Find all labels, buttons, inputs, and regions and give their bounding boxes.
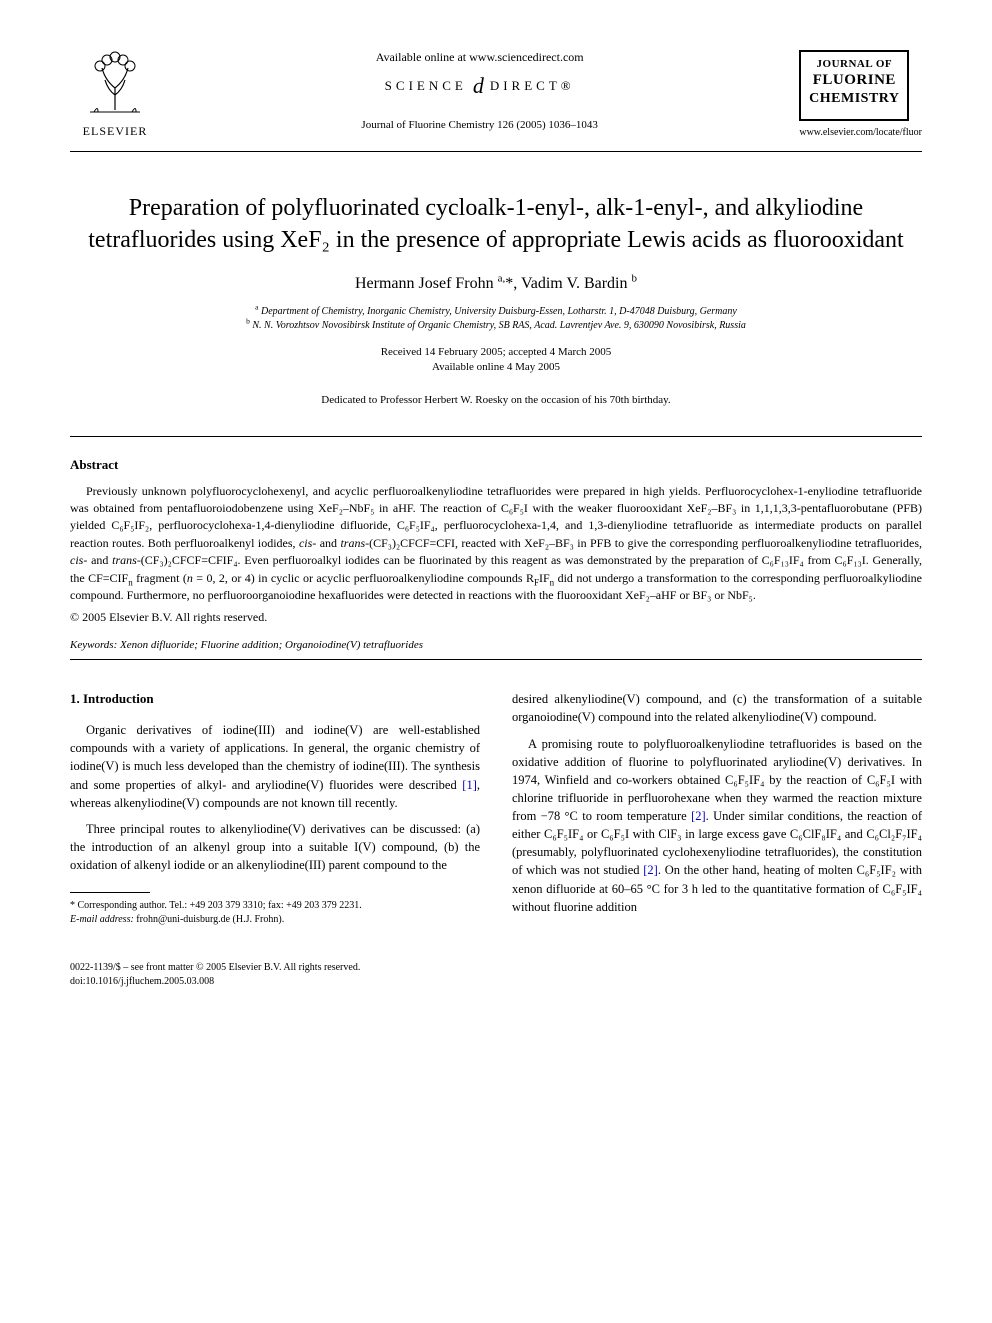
authors: Hermann Josef Frohn a,*, Vadim V. Bardin…: [70, 275, 922, 293]
page-footer: 0022-1139/$ – see front matter © 2005 El…: [70, 961, 922, 989]
abstract-heading: Abstract: [70, 457, 922, 473]
online-date: Available online 4 May 2005: [70, 360, 922, 375]
affiliation-a: a Department of Chemistry, Inorganic Che…: [70, 305, 922, 319]
affiliations: a Department of Chemistry, Inorganic Che…: [70, 305, 922, 333]
footer-line2: doi:10.1016/j.jfluchem.2005.03.008: [70, 975, 922, 989]
sciencedirect-logo: SCIENCE d DIRECT®: [180, 73, 779, 99]
corr-email: E-mail address: frohn@uni-duisburg.de (H…: [70, 913, 480, 927]
sd-right: DIRECT®: [490, 78, 575, 94]
journal-line2: FLUORINE: [805, 72, 903, 89]
abstract-body: Previously unknown polyfluorocyclohexeny…: [70, 483, 922, 605]
intro-p1: Organic derivatives of iodine(III) and i…: [70, 721, 480, 812]
dedication: Dedicated to Professor Herbert W. Roesky…: [70, 394, 922, 406]
intro-p2: Three principal routes to alkenyliodine(…: [70, 820, 480, 874]
journal-logo-block: JOURNAL OF FLUORINE CHEMISTRY www.elsevi…: [799, 50, 922, 138]
copyright: © 2005 Elsevier B.V. All rights reserved…: [70, 610, 922, 625]
email-value: frohn@uni-duisburg.de (H.J. Frohn).: [136, 914, 284, 925]
keywords-label: Keywords:: [70, 639, 117, 651]
affiliation-b: b N. N. Vorozhtsov Novosibirsk Institute…: [70, 319, 922, 333]
journal-line3: CHEMISTRY: [805, 91, 903, 107]
received-date: Received 14 February 2005; accepted 4 Ma…: [70, 345, 922, 360]
left-column: 1. Introduction Organic derivatives of i…: [70, 690, 480, 927]
citation-text: Journal of Fluorine Chemistry 126 (2005)…: [180, 119, 779, 131]
available-online-text: Available online at www.sciencedirect.co…: [180, 50, 779, 65]
intro-p4: A promising route to polyfluoroalkenylio…: [512, 735, 922, 916]
footer-line1: 0022-1139/$ – see front matter © 2005 El…: [70, 961, 922, 975]
header-center: Available online at www.sciencedirect.co…: [160, 50, 799, 131]
intro-p3: desired alkenyliodine(V) compound, and (…: [512, 690, 922, 726]
journal-line1: JOURNAL OF: [805, 58, 903, 70]
body-columns: 1. Introduction Organic derivatives of i…: [70, 690, 922, 927]
keywords: Keywords: Xenon difluoride; Fluorine add…: [70, 639, 922, 651]
corresponding-footnote: * Corresponding author. Tel.: +49 203 37…: [70, 899, 480, 927]
article-title: Preparation of polyfluorinated cycloalk-…: [70, 192, 922, 257]
ref-2b[interactable]: [2]: [643, 863, 658, 877]
elsevier-tree-icon: [80, 50, 150, 120]
corr-author: * Corresponding author. Tel.: +49 203 37…: [70, 899, 480, 913]
elsevier-logo: ELSEVIER: [70, 50, 160, 139]
elsevier-label: ELSEVIER: [70, 124, 160, 139]
ref-1[interactable]: [1]: [462, 778, 477, 792]
article-dates: Received 14 February 2005; accepted 4 Ma…: [70, 345, 922, 376]
journal-url: www.elsevier.com/locate/fluor: [799, 127, 922, 138]
ref-2a[interactable]: [2]: [691, 809, 706, 823]
right-column: desired alkenyliodine(V) compound, and (…: [512, 690, 922, 927]
keywords-text: Xenon difluoride; Fluorine addition; Org…: [120, 639, 423, 651]
header: ELSEVIER Available online at www.science…: [70, 50, 922, 152]
sd-left: SCIENCE: [385, 78, 467, 94]
email-label: E-mail address:: [70, 914, 134, 925]
sd-d-icon: d: [473, 73, 484, 99]
divider: [70, 436, 922, 437]
footnote-divider: [70, 892, 150, 893]
divider2: [70, 659, 922, 660]
intro-heading: 1. Introduction: [70, 690, 480, 709]
